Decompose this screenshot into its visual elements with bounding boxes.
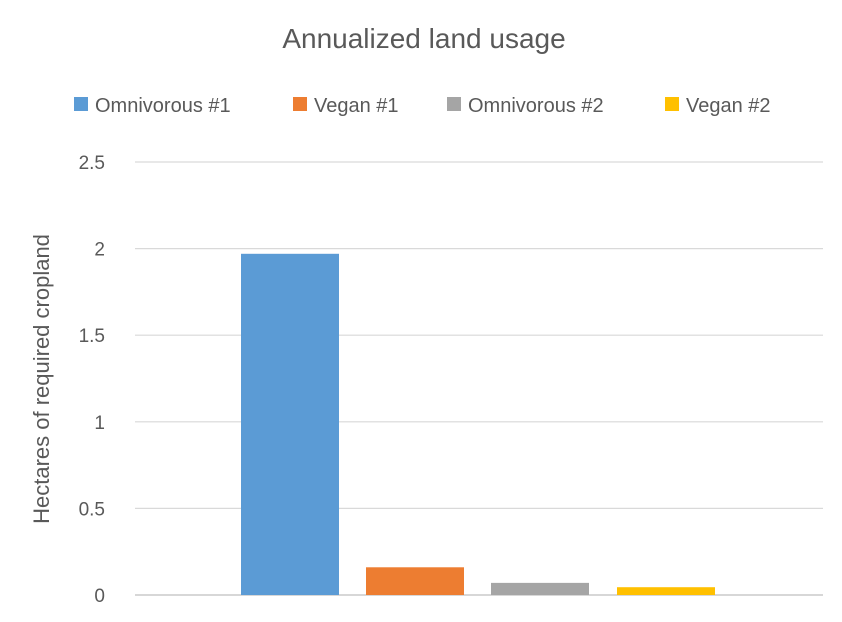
legend-swatch: [74, 97, 88, 111]
y-tick-label: 2: [94, 240, 105, 261]
legend-label: Omnivorous #1: [95, 95, 231, 117]
y-tick-label: 2.5: [79, 153, 105, 174]
y-tick-label: 1: [94, 413, 105, 434]
legend-label: Vegan #1: [314, 95, 399, 117]
bar-vegan-2: [617, 587, 715, 595]
legend-label: Vegan #2: [686, 95, 771, 117]
chart-title: Annualized land usage: [282, 23, 565, 54]
y-axis-label: Hectares of required cropland: [29, 234, 54, 524]
bar-omnivorous-1: [241, 253, 339, 595]
y-tick-label: 0.5: [79, 499, 105, 520]
y-tick-label: 0: [94, 586, 105, 607]
bar-omnivorous-2: [491, 582, 589, 595]
legend-swatch: [447, 97, 461, 111]
gridlines: [135, 161, 823, 596]
legend-swatch: [665, 97, 679, 111]
legend-item: Omnivorous #1: [74, 95, 231, 117]
y-axis-ticks: 0 0.5 1 1.5 2 2.5: [79, 153, 105, 607]
legend-item: Vegan #1: [293, 95, 399, 117]
legend-swatch: [293, 97, 307, 111]
bar-vegan-1: [366, 567, 464, 595]
legend: Omnivorous #1 Vegan #1 Omnivorous #2 Vegan …: [74, 95, 771, 117]
legend-label: Omnivorous #2: [468, 95, 604, 117]
legend-item: Omnivorous #2: [447, 95, 604, 117]
legend-item: Vegan #2: [665, 95, 771, 117]
bars: [241, 253, 715, 595]
y-tick-label: 1.5: [79, 326, 105, 347]
